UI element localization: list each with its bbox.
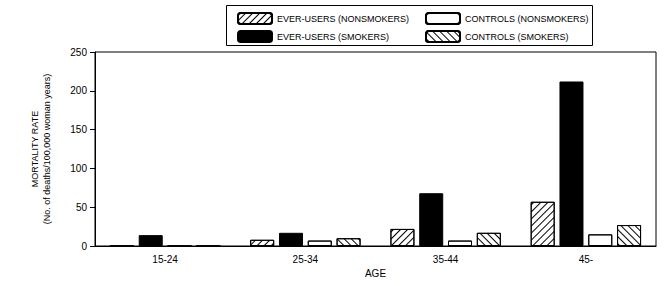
- svg-text:15-24: 15-24: [152, 254, 178, 265]
- svg-text:CONTROLS (SMOKERS): CONTROLS (SMOKERS): [465, 32, 569, 42]
- svg-text:(No. of deaths/100,000 woman y: (No. of deaths/100,000 woman years): [42, 74, 52, 225]
- svg-text:CONTROLS (NONSMOKERS): CONTROLS (NONSMOKERS): [465, 14, 589, 24]
- svg-text:200: 200: [70, 85, 87, 96]
- svg-text:45-: 45-: [579, 254, 593, 265]
- svg-text:EVER-USERS (NONSMOKERS): EVER-USERS (NONSMOKERS): [277, 14, 409, 24]
- svg-text:AGE: AGE: [365, 268, 386, 279]
- svg-text:MORTALITY RATE: MORTALITY RATE: [30, 111, 40, 187]
- svg-text:0: 0: [81, 241, 87, 252]
- svg-text:50: 50: [76, 202, 88, 213]
- svg-text:EVER-USERS (SMOKERS): EVER-USERS (SMOKERS): [277, 32, 389, 42]
- svg-text:100: 100: [70, 163, 87, 174]
- svg-text:35-44: 35-44: [433, 254, 459, 265]
- svg-text:150: 150: [70, 124, 87, 135]
- svg-text:25-34: 25-34: [293, 254, 319, 265]
- svg-text:250: 250: [70, 47, 87, 58]
